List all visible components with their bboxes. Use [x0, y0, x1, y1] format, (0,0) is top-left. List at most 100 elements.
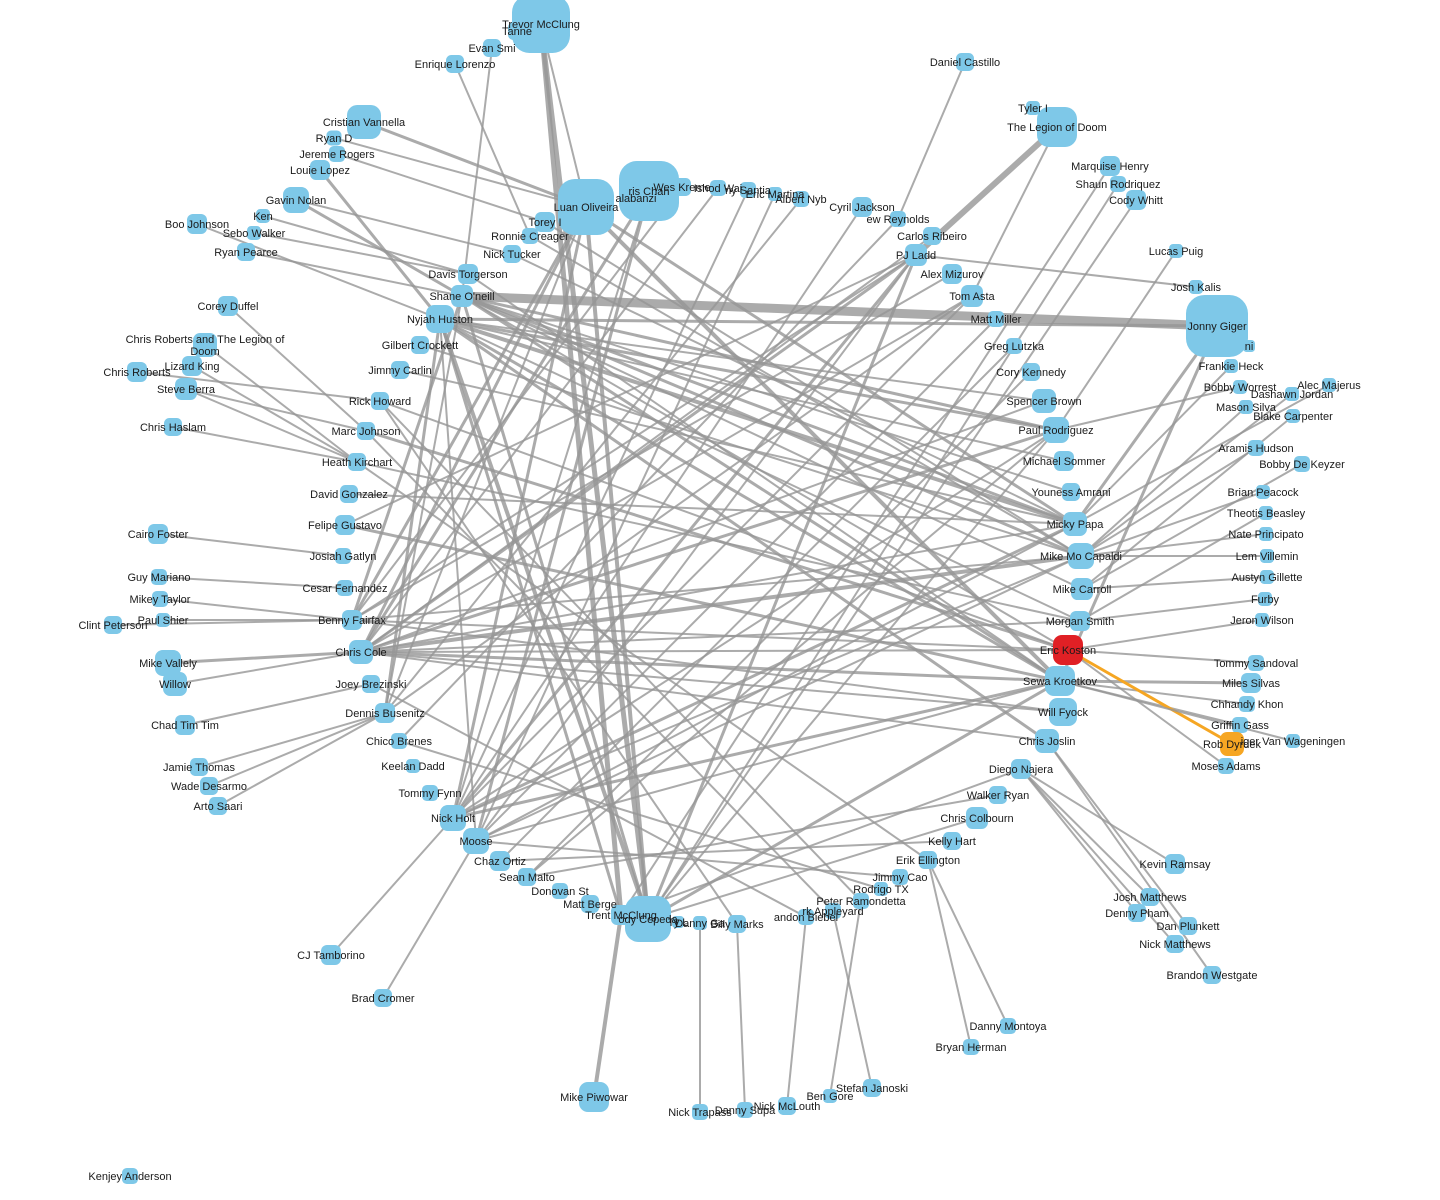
graph-node-will-fyock[interactable] — [1049, 698, 1077, 726]
graph-node-ni[interactable] — [1243, 340, 1255, 352]
graph-node-ishod-wai[interactable] — [710, 180, 726, 196]
graph-node-felipe-gustavo[interactable] — [335, 515, 355, 535]
graph-node-rk-appleyard[interactable] — [825, 903, 841, 919]
graph-node-shaun-rodriquez[interactable] — [1110, 176, 1126, 192]
graph-node-chris-roberts-and-the-legion-of-doom[interactable] — [193, 333, 217, 357]
graph-node-dan-plunkett[interactable] — [1179, 917, 1197, 935]
graph-node-nate-principato[interactable] — [1259, 527, 1273, 541]
graph-node-michael-sommer[interactable] — [1054, 451, 1074, 471]
graph-node-tommy-fynn[interactable] — [422, 785, 438, 801]
graph-node-theotis-beasley[interactable] — [1259, 506, 1273, 520]
graph-node-micky-papa[interactable] — [1063, 512, 1087, 536]
graph-node-nick-matthews[interactable] — [1166, 935, 1184, 953]
graph-node-kelly-hart[interactable] — [943, 832, 961, 850]
graph-node-rodrigo-tx[interactable] — [874, 882, 888, 896]
graph-node-nick-holt[interactable] — [440, 805, 466, 831]
graph-node-cesar-fernandez[interactable] — [337, 580, 353, 596]
graph-node-pj-ladd[interactable] — [905, 244, 927, 266]
graph-node-moose[interactable] — [463, 828, 489, 854]
graph-node-miles-silvas[interactable] — [1241, 673, 1261, 693]
graph-node-benny-fairfax[interactable] — [342, 610, 362, 630]
graph-node-jimmy-carlin[interactable] — [391, 361, 409, 379]
graph-node-tommy-sandoval[interactable] — [1248, 655, 1264, 671]
graph-node-joey-brezinski[interactable] — [362, 675, 380, 693]
graph-node-lizard-king[interactable] — [182, 356, 202, 376]
graph-node-mike-carroll[interactable] — [1071, 578, 1093, 600]
graph-node-ody-cepeda[interactable] — [625, 896, 671, 942]
graph-node-ryan-d[interactable] — [326, 130, 342, 146]
graph-node-chris-colbourn[interactable] — [966, 807, 988, 829]
graph-node-donovan-st[interactable] — [552, 883, 568, 899]
graph-node-nick-mclouth[interactable] — [778, 1097, 796, 1115]
graph-node-denny-pham[interactable] — [1128, 904, 1146, 922]
graph-node-chaz-ortiz[interactable] — [490, 851, 510, 871]
graph-node-rick-howard[interactable] — [371, 392, 389, 410]
graph-node-greg-lutzka[interactable] — [1006, 338, 1022, 354]
graph-node-marc-johnson[interactable] — [357, 422, 375, 440]
graph-node-mike-piwowar[interactable] — [579, 1082, 609, 1112]
graph-node-dennis-busenitz[interactable] — [375, 703, 395, 723]
graph-node-kevin-ramsay[interactable] — [1165, 854, 1185, 874]
graph-node-brad-cromer[interactable] — [374, 989, 392, 1007]
graph-node-chico-brenes[interactable] — [391, 733, 407, 749]
graph-node-bobby-de-keyzer[interactable] — [1294, 456, 1310, 472]
graph-node-sewa-kroetkov[interactable] — [1045, 666, 1075, 696]
graph-node-ew-reynolds[interactable] — [890, 211, 906, 227]
graph-node-cory-kennedy[interactable] — [1022, 363, 1040, 381]
graph-node-matt-miller[interactable] — [988, 311, 1004, 327]
graph-node-ken[interactable] — [256, 209, 270, 223]
graph-node-bryan-herman[interactable] — [963, 1039, 979, 1055]
graph-node-ben-gore[interactable] — [823, 1089, 837, 1103]
graph-node-andon-biebel[interactable] — [798, 909, 814, 925]
graph-node-wes-kreme[interactable] — [673, 178, 691, 196]
graph-node-gavin-nolan[interactable] — [283, 187, 309, 213]
graph-node-jamie-thomas[interactable] — [190, 758, 208, 776]
graph-node-danny-montoya[interactable] — [1000, 1018, 1016, 1034]
graph-node-nick-trapass[interactable] — [692, 1104, 708, 1120]
graph-node-eric-martina[interactable] — [768, 187, 782, 201]
graph-node-mike-vallely[interactable] — [155, 650, 181, 676]
graph-node-moses-adams[interactable] — [1218, 758, 1234, 774]
graph-node-walker-ryan[interactable] — [989, 786, 1007, 804]
graph-node-steve-berra[interactable] — [175, 378, 197, 400]
graph-node-stefan-janoski[interactable] — [863, 1079, 881, 1097]
graph-node-sean-malto[interactable] — [518, 868, 536, 886]
graph-node-erik-ellington[interactable] — [919, 851, 937, 869]
graph-node-willow[interactable] — [163, 672, 187, 696]
graph-node-nyjah-huston[interactable] — [426, 305, 454, 333]
graph-node-ronnie-creager[interactable] — [522, 228, 538, 244]
graph-node-jereme-rogers[interactable] — [329, 146, 345, 162]
graph-node-tyler-i[interactable] — [1026, 101, 1040, 115]
graph-node-brian-peacock[interactable] — [1256, 485, 1270, 499]
graph-node-cj-tamborino[interactable] — [321, 945, 341, 965]
graph-node-furby[interactable] — [1258, 592, 1272, 606]
graph-node-kenjey-anderson[interactable] — [122, 1168, 138, 1184]
graph-node-wade-desarmo[interactable] — [200, 777, 218, 795]
graph-node-josh-matthews[interactable] — [1141, 888, 1159, 906]
graph-node-keelan-dadd[interactable] — [406, 759, 420, 773]
graph-node-chris-joslin[interactable] — [1035, 729, 1059, 753]
graph-node-mason-silva[interactable] — [1239, 400, 1253, 414]
graph-node-jonny-giger[interactable] — [1186, 295, 1248, 357]
graph-node-david-gonzalez[interactable] — [340, 485, 358, 503]
graph-node-heath-kirchart[interactable] — [348, 453, 366, 471]
graph-node-peter-ramondetta[interactable] — [853, 893, 869, 909]
graph-node-aramis-hudson[interactable] — [1248, 440, 1264, 456]
graph-node-morgan-smith[interactable] — [1070, 611, 1090, 631]
graph-node-tom-asta[interactable] — [961, 285, 983, 307]
graph-node-billy-marks[interactable] — [728, 915, 746, 933]
graph-node-matt-berge[interactable] — [581, 895, 599, 913]
graph-node-trent-mcclung[interactable] — [611, 905, 631, 925]
selected-node-eric-koston[interactable] — [1053, 635, 1083, 665]
graph-node-diego-najera[interactable] — [1011, 759, 1031, 779]
graph-node-ris-chan[interactable] — [619, 161, 679, 221]
graph-node-mikey-taylor[interactable] — [152, 591, 168, 607]
graph-node-blake-carpenter[interactable] — [1286, 409, 1300, 423]
graph-node-chris-roberts[interactable] — [127, 362, 147, 382]
graph-node-carlos-ribeiro[interactable] — [923, 227, 941, 245]
graph-node-spencer-brown[interactable] — [1032, 389, 1056, 413]
graph-node-chhandy-khon[interactable] — [1239, 696, 1255, 712]
graph-node-mike-mo-capaldi[interactable] — [1068, 543, 1094, 569]
graph-node-lucas-puig[interactable] — [1169, 244, 1183, 258]
